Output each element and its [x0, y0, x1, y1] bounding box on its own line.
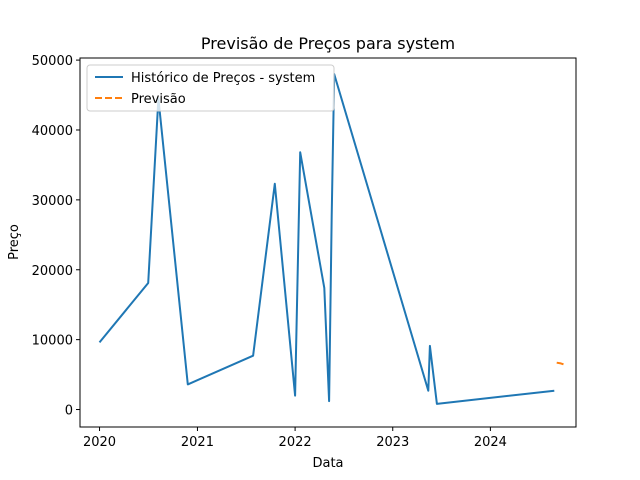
legend-box [86, 64, 335, 112]
x-tick-label-2021: 2021 [181, 435, 214, 450]
x-tick-label-2020: 2020 [83, 435, 116, 450]
x-tick-label-2022: 2022 [279, 435, 312, 450]
y-tick-label-0: 0 [65, 404, 73, 419]
y-axis: 0 10000 20000 30000 40000 50000 [32, 54, 80, 419]
y-tick-label-40000: 40000 [32, 124, 73, 139]
legend: Histórico de Preços - system Previsão [86, 64, 335, 112]
history-series-line [98, 73, 555, 405]
y-tick-label-10000: 10000 [32, 334, 73, 349]
x-axis: 2020 2021 2022 2023 2024 [83, 427, 507, 450]
y-tick-label-50000: 50000 [32, 54, 73, 69]
legend-label-forecast: Previsão [131, 92, 186, 107]
y-tick-label-30000: 30000 [32, 194, 73, 209]
forecast-series-line [556, 361, 566, 366]
plot-frame [79, 57, 577, 428]
plot-lines [98, 73, 566, 405]
chart-title: Previsão de Preços para system [201, 34, 455, 53]
y-axis-title: Preço [7, 224, 22, 260]
y-tick-label-20000: 20000 [32, 264, 73, 279]
x-axis-title: Data [312, 456, 343, 471]
x-tick-label-2024: 2024 [474, 435, 507, 450]
x-tick-label-2023: 2023 [376, 435, 409, 450]
legend-label-history: Histórico de Preços - system [131, 71, 315, 86]
